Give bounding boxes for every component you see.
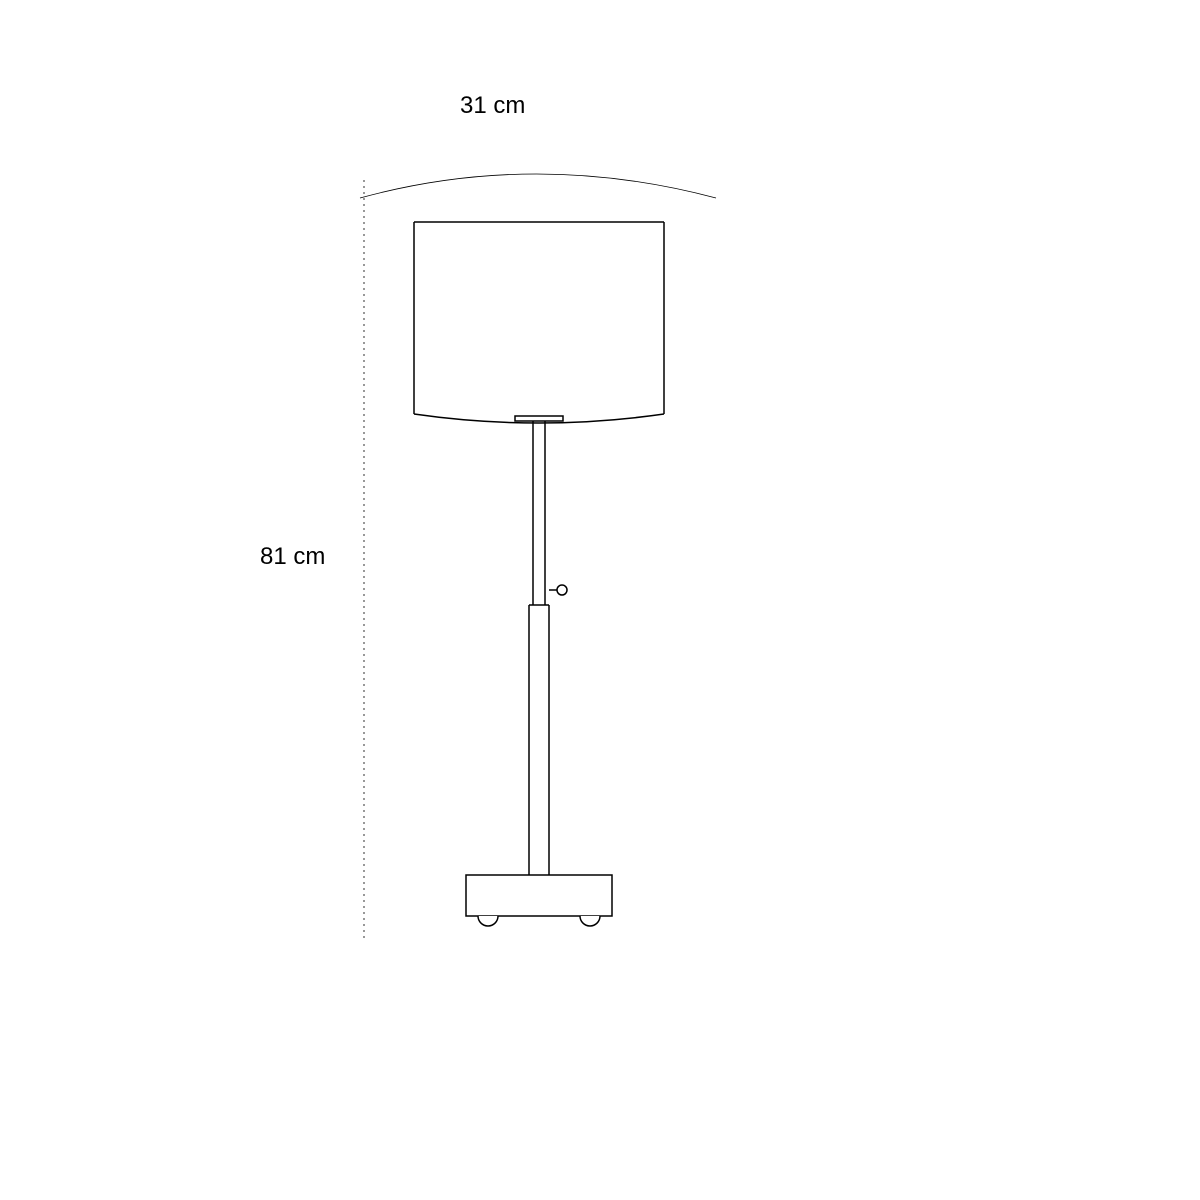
lamp-feet <box>478 916 600 926</box>
width-arc <box>360 174 716 198</box>
neck-lower <box>529 605 549 875</box>
shade-collar <box>515 416 563 421</box>
lamp-dimension-diagram <box>0 0 1200 1200</box>
width-dimension-label: 31 cm <box>460 92 525 120</box>
height-dimension-label: 81 cm <box>260 543 325 571</box>
lamp-shade <box>414 222 664 423</box>
neck-upper <box>533 421 545 605</box>
adjustment-knob <box>549 585 567 595</box>
lamp-base <box>466 875 612 916</box>
